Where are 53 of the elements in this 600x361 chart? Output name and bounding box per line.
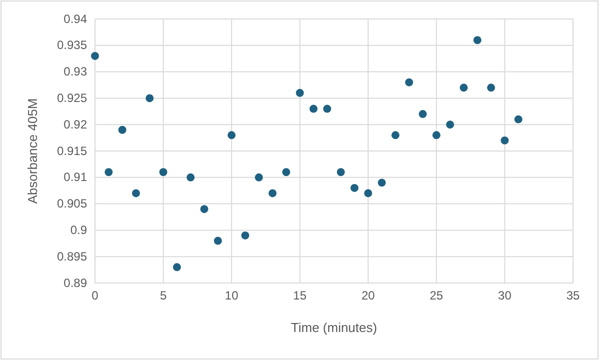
y-tick-label: 0.89: [64, 276, 88, 290]
point: [296, 88, 304, 97]
y-tick-label: 0.92: [64, 117, 88, 132]
y-axis-title: Absorbance 405M: [25, 98, 40, 204]
point: [446, 120, 454, 129]
point: [323, 104, 332, 113]
x-tick-label: 25: [430, 288, 444, 303]
point: [146, 94, 154, 102]
x-tick-label: 10: [224, 288, 239, 303]
y-tick-label: 0.9: [70, 223, 88, 238]
point: [432, 131, 440, 140]
x-tick-label: 35: [566, 288, 580, 303]
point: [186, 173, 195, 182]
y-tick-label: 0.94: [64, 12, 88, 26]
point: [282, 168, 290, 176]
point: [241, 232, 250, 240]
y-tick-label: 0.91: [64, 170, 88, 184]
x-tick-label: 0: [92, 288, 99, 303]
point: [473, 36, 482, 44]
point: [228, 131, 236, 140]
x-tick-label: 5: [160, 288, 167, 303]
x-tick-label: 15: [293, 288, 307, 303]
x-axis-title: Time (minutes): [290, 320, 378, 335]
point: [514, 115, 522, 124]
y-tick-label: 0.925: [56, 91, 88, 106]
point: [310, 104, 318, 113]
point: [254, 173, 263, 182]
point: [378, 178, 386, 187]
point: [391, 131, 400, 140]
point: [118, 126, 126, 134]
point: [500, 136, 509, 144]
point: [104, 168, 113, 176]
y-tick-label: 0.93: [64, 64, 88, 79]
point: [214, 236, 222, 245]
point: [418, 110, 427, 118]
point: [172, 263, 181, 272]
point: [350, 184, 358, 192]
point: [91, 52, 99, 60]
y-tick-label: 0.905: [56, 196, 88, 211]
point: [268, 189, 277, 198]
x-tick-label: 30: [498, 288, 512, 303]
point: [159, 168, 168, 176]
point: [132, 189, 140, 198]
point: [364, 189, 372, 198]
y-tick-label: 0.895: [56, 249, 88, 264]
point: [336, 168, 345, 176]
point: [405, 78, 414, 86]
y-tick-label: 0.935: [56, 38, 88, 52]
x-tick-label: 20: [361, 288, 376, 303]
point: [487, 84, 496, 92]
y-tick-label: 0.915: [56, 144, 88, 158]
point: [200, 205, 208, 214]
point: [460, 84, 468, 92]
